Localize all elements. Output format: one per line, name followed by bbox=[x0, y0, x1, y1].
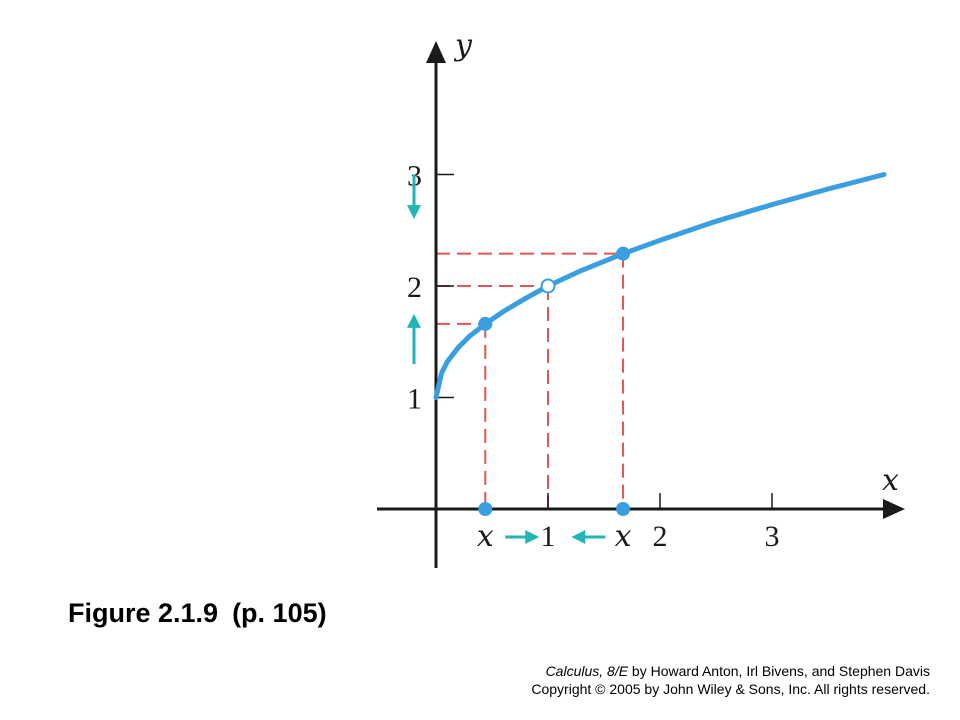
y-arrow-head-2 bbox=[407, 313, 421, 328]
point-3 bbox=[616, 246, 631, 261]
x-arrow-head-2 bbox=[571, 530, 586, 544]
axes bbox=[377, 41, 905, 568]
x-approach-label-2: x bbox=[615, 519, 632, 554]
y-tick-label-2: 2 bbox=[407, 271, 422, 304]
book-title: Calculus, 8/E bbox=[545, 663, 629, 679]
figure-caption: Figure 2.1.9 (p. 105) bbox=[68, 598, 327, 629]
open-point bbox=[540, 278, 556, 294]
approach-arrows bbox=[407, 174, 606, 544]
x-axis-dot-1 bbox=[478, 502, 493, 516]
curve-line bbox=[433, 172, 887, 400]
copyright-notice: Calculus, 8/E by Howard Anton, Irl Biven… bbox=[531, 662, 930, 698]
y-axis-label: y bbox=[453, 28, 473, 63]
x-approach-label-1: x bbox=[477, 519, 494, 554]
book-authors: by Howard Anton, Irl Bivens, and Stephen… bbox=[628, 663, 930, 679]
x-tick-label-3: 3 bbox=[765, 520, 780, 553]
y-arrow-head-1 bbox=[407, 205, 421, 220]
guide-lines bbox=[436, 252, 625, 509]
x-axis-label: x bbox=[882, 463, 899, 498]
point-1 bbox=[478, 316, 493, 331]
x-tick-label-2: 2 bbox=[653, 520, 668, 553]
x-axis-arrowhead bbox=[883, 499, 905, 519]
x-tick-label-1: 1 bbox=[541, 520, 556, 553]
axis-ticks: 123123 bbox=[407, 160, 780, 554]
credit-line-1: Calculus, 8/E by Howard Anton, Irl Biven… bbox=[531, 662, 930, 680]
figure-number: Figure 2.1.9 bbox=[68, 598, 219, 628]
y-axis-arrowhead bbox=[426, 41, 446, 63]
credit-line-2: Copyright © 2005 by John Wiley & Sons, I… bbox=[531, 681, 930, 697]
curve bbox=[433, 172, 887, 400]
y-tick-label-1: 1 bbox=[407, 383, 422, 416]
x-arrow-head-1 bbox=[525, 530, 540, 544]
x-axis-dot-2 bbox=[616, 502, 631, 516]
figure-page: (p. 105) bbox=[232, 598, 327, 628]
